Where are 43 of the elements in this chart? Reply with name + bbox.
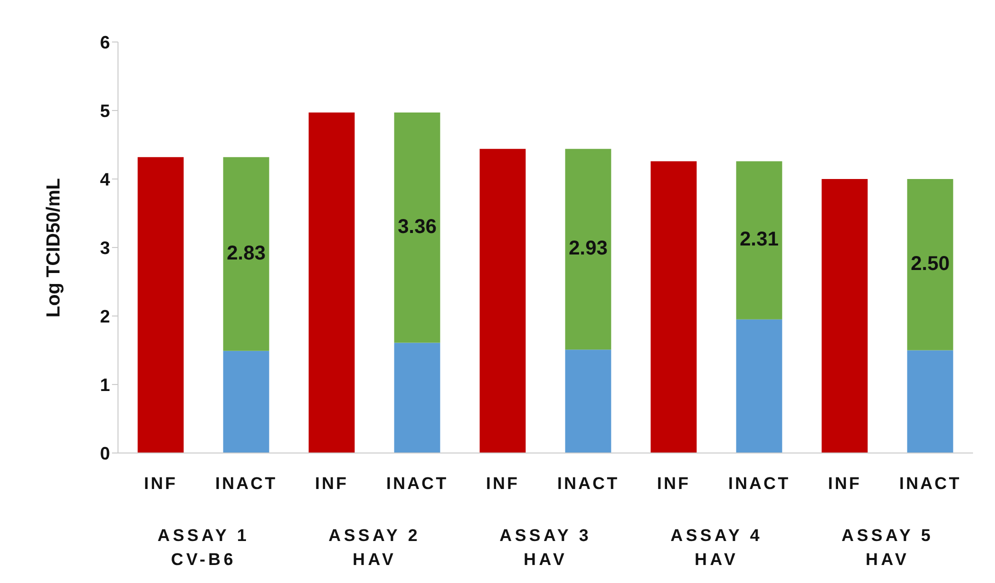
- bar: [650, 161, 697, 453]
- x-tick-label: INACT: [728, 474, 790, 493]
- x-tick-label: INF: [315, 474, 348, 493]
- text: ASSAY 4 HAV: [670, 526, 762, 569]
- x-tick-label: INF: [657, 474, 690, 493]
- data-label: 2.50: [910, 252, 950, 275]
- x-tick-label: INF: [144, 474, 178, 493]
- x-tick-label: INF: [828, 474, 862, 493]
- bar: [223, 350, 270, 453]
- y-tick-label: 1: [100, 374, 110, 395]
- y-tick-label: 4: [100, 169, 110, 190]
- bar: [907, 350, 954, 453]
- bar: [822, 179, 868, 453]
- text: ASSAY 3 HAV: [500, 526, 592, 569]
- y-tick-label: 2: [100, 306, 110, 326]
- x-tick-label: INACT: [215, 474, 278, 493]
- data-label: 2.31: [740, 228, 779, 251]
- x-tick-label: INACT: [386, 474, 448, 493]
- bar: [907, 179, 954, 350]
- bar: [138, 157, 184, 453]
- data-label: 2.93: [568, 237, 608, 260]
- bar: [223, 157, 270, 351]
- y-axis-title: Log TCID50/mL: [44, 178, 65, 318]
- x-tick-label: INACT: [557, 474, 620, 493]
- bar: [308, 112, 355, 453]
- bar: [736, 161, 782, 320]
- bar: [480, 148, 526, 453]
- y-tick-label: 0: [100, 443, 110, 464]
- y-tick-label: 5: [100, 100, 110, 121]
- data-label: 2.83: [226, 242, 266, 264]
- bar: [565, 350, 612, 453]
- bar: [565, 148, 612, 350]
- data-label: 3.36: [398, 216, 437, 238]
- text: ASSAY 5 HAV: [842, 526, 934, 569]
- bar: [736, 319, 782, 453]
- y-tick-label: 3: [100, 238, 110, 258]
- text: ASSAY 2 HAV: [328, 526, 420, 569]
- bar: [394, 112, 440, 343]
- bar: [394, 342, 440, 453]
- text: ASSAY 1 CV-B6: [158, 526, 250, 569]
- x-tick-label: INACT: [899, 474, 962, 493]
- y-tick-label: 6: [100, 32, 110, 52]
- x-tick-label: INF: [486, 474, 520, 493]
